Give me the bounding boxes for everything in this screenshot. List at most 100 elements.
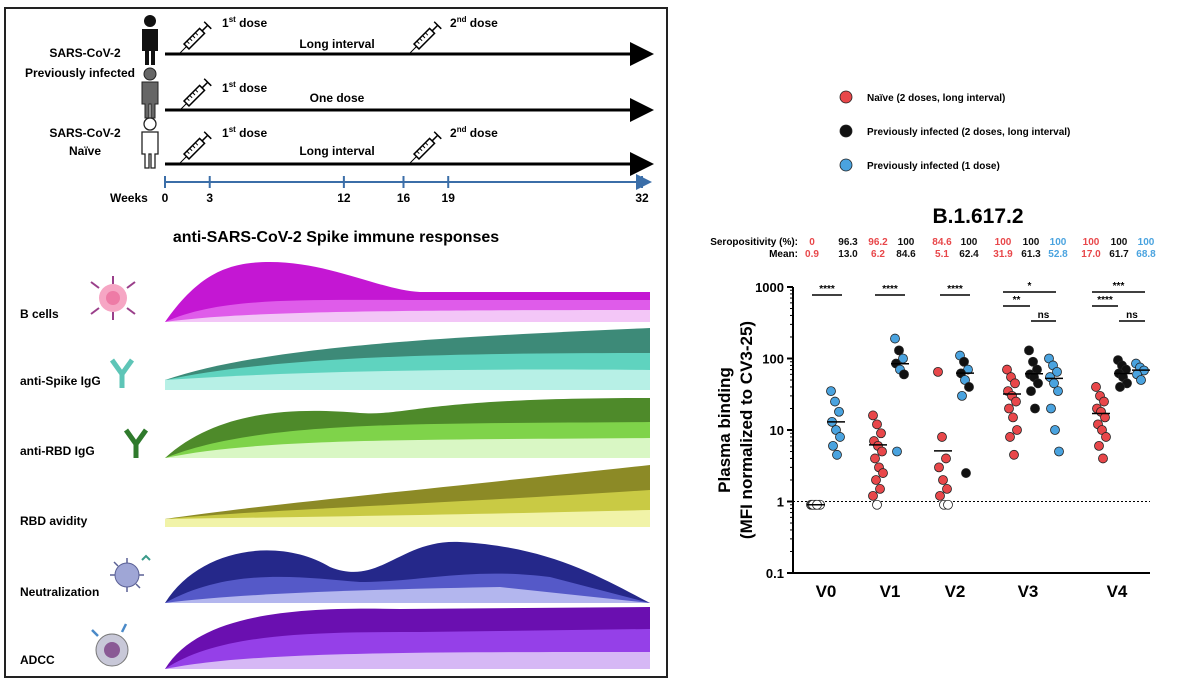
seropositivity-value: 0 [809,237,815,248]
x-tick-label: V4 [1107,582,1128,601]
significance-label: * [1028,281,1032,292]
seropositivity-value: 100 [995,237,1012,248]
response-row-label: anti-RBD IgG [20,444,95,458]
data-point [1030,403,1040,414]
response-row-adcc: ADCC [20,607,650,669]
y-axis-label-line1: Plasma binding [715,367,734,493]
response-row-label: B cells [20,307,59,321]
data-point [1052,366,1062,377]
data-point [943,499,953,510]
data-point [830,396,840,407]
virus-icon [110,554,151,592]
syringe-icon [409,21,442,54]
b-cell-icon [90,276,136,320]
y-tick-label: 10 [770,423,784,438]
mean-value: 13.0 [838,249,858,260]
response-band [165,652,650,669]
data-point [1091,382,1101,392]
data-point [835,432,845,442]
y-tick-label: 1000 [755,280,784,295]
response-band [165,510,650,527]
response-row-neutralization: Neutralization [20,541,650,603]
data-point [872,499,882,510]
data-point [1026,386,1036,396]
left-panel-frame [4,7,668,678]
legend-label: Previously infected (1 dose) [867,161,1000,172]
data-point [1004,403,1014,414]
data-point [1054,446,1064,457]
chart-title: B.1.617.2 [932,205,1023,228]
significance-label: ns [1038,310,1050,321]
row2-dose1-label: 1st dose [222,80,267,95]
data-point [868,410,878,421]
data-point [1099,396,1109,407]
row1-interval-label: Long interval [299,37,374,51]
response-row-label: anti-Spike IgG [20,374,101,388]
y-tick-label: 1 [777,495,784,510]
data-point [872,419,882,430]
data-point [964,382,974,392]
seropositivity-value: 100 [1050,237,1067,248]
data-point [937,432,947,442]
significance-label: ** [1013,295,1021,306]
legend-label: Previously infected (2 doses, long inter… [867,127,1070,138]
data-point [957,390,967,401]
week-tick-label: 19 [442,191,456,205]
significance-label: ns [1126,310,1138,321]
mean-value: 31.9 [993,249,1013,260]
adcc-cell-icon [91,623,129,667]
data-point [1005,432,1015,442]
data-point [1010,378,1020,389]
x-tick-label: V0 [816,582,837,601]
data-point [870,453,880,464]
data-point [868,490,878,501]
data-point [933,366,943,377]
data-point [1028,356,1038,367]
group-label-naive-line2: Naïve [69,144,101,158]
response-row-label: Neutralization [20,585,99,599]
data-point [894,345,904,356]
data-point [959,356,969,367]
seropositivity-value: 100 [898,237,915,248]
person-icon-grey [141,67,159,119]
week-tick-label: 12 [337,191,351,205]
data-point [876,428,886,439]
significance-label: *** [1113,281,1125,292]
data-point [834,406,844,417]
data-point [961,468,971,478]
row2-interval-label: One dose [310,91,365,105]
seropositivity-value: 100 [961,237,978,248]
x-tick-label: V2 [945,582,966,601]
data-point [871,475,881,485]
seropositivity-value: 100 [1083,237,1100,248]
seropositivity-value: 100 [1023,237,1040,248]
significance-label: **** [1097,295,1113,306]
syringe-icon [179,131,212,164]
x-tick-label: V3 [1018,582,1039,601]
data-point [878,468,888,478]
mean-value: 6.2 [871,249,885,260]
data-point [890,333,900,344]
data-point [942,484,952,494]
mean-value: 84.6 [896,249,916,260]
person-icon-white [141,117,159,169]
data-point [1046,403,1056,414]
person-icon-dark [142,15,158,65]
data-point [1115,382,1125,392]
data-point [1011,396,1021,407]
data-point [935,490,945,501]
weeks-axis-label: Weeks [110,191,148,205]
seropositivity-value: 84.6 [932,237,952,248]
data-point [1098,453,1108,464]
data-point [1024,345,1034,356]
response-band [165,310,650,322]
response-row-label: ADCC [20,653,55,667]
y-tick-label: 0.1 [766,566,784,581]
seropositivity-value: 100 [1111,237,1128,248]
response-band [165,587,650,603]
syringe-icon [179,78,212,111]
data-point [899,369,909,380]
seropositivity-value: 96.2 [868,237,888,248]
group-label-naive-line1: SARS-CoV-2 [49,126,121,140]
